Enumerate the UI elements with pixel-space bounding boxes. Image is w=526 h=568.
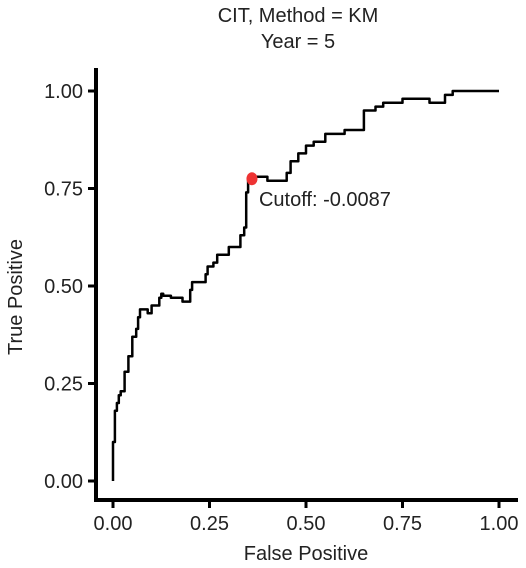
y-axis-label: True Positive — [5, 239, 27, 355]
x-tick-label: 0.00 — [94, 513, 133, 535]
y-tick-label: 1.00 — [44, 81, 83, 103]
cutoff-point-marker — [246, 172, 258, 186]
plot-area: 0.00 0.25 0.50 0.75 1.00 0.00 0.25 0.50 0.75 1.00 — [44, 68, 518, 535]
x-tick-label: 0.50 — [287, 513, 326, 535]
x-tick-label: 0.25 — [190, 513, 229, 535]
x-axis-label: False Positive — [244, 543, 369, 565]
cutoff-annotation: Cutoff: -0.0087 — [259, 189, 391, 211]
y-tick-label: 0.25 — [44, 374, 83, 396]
roc-curve-line — [111, 89, 499, 481]
x-tick-label: 0.75 — [383, 513, 422, 535]
y-tick-label: 0.00 — [44, 471, 83, 493]
x-tick-label: 1.00 — [480, 513, 519, 535]
y-tick-label: 0.75 — [44, 179, 83, 201]
y-tick-label: 0.50 — [44, 276, 83, 298]
chart-subtitle: Year = 5 — [261, 31, 335, 53]
chart-title: CIT, Method = KM — [218, 5, 379, 27]
